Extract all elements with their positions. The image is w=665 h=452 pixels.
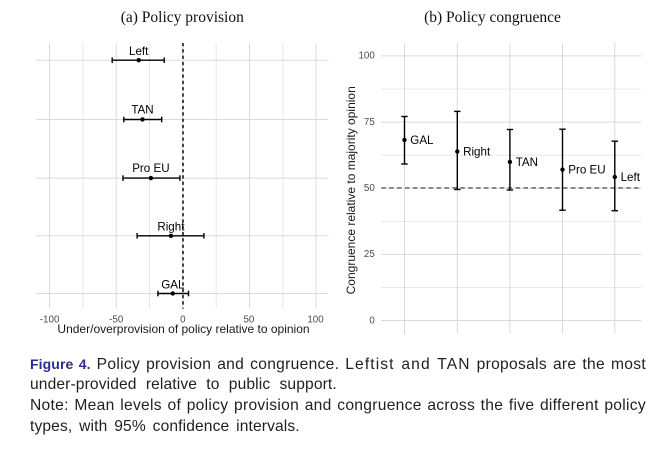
svg-text:50: 50: [243, 314, 254, 325]
svg-text:(a) Policy provision: (a) Policy provision: [121, 9, 244, 26]
svg-text:75: 75: [364, 117, 375, 128]
svg-text:Left: Left: [129, 45, 149, 58]
svg-text:-50: -50: [109, 314, 124, 325]
svg-text:TAN: TAN: [131, 103, 153, 116]
svg-text:100: 100: [307, 314, 324, 325]
svg-text:GAL: GAL: [161, 278, 185, 291]
svg-text:Pro EU: Pro EU: [568, 164, 605, 177]
svg-text:Right: Right: [157, 221, 185, 234]
svg-text:Under/overprovision of policy: Under/overprovision of policy relative t…: [57, 322, 309, 336]
svg-text:Pro EU: Pro EU: [132, 162, 169, 175]
svg-text:50: 50: [364, 183, 375, 194]
svg-text:0: 0: [369, 315, 375, 326]
svg-text:0: 0: [180, 314, 186, 325]
svg-text:Left: Left: [621, 171, 641, 184]
svg-text:-100: -100: [40, 314, 60, 325]
svg-text:GAL: GAL: [410, 134, 434, 147]
svg-text:100: 100: [358, 51, 375, 62]
svg-text:Congruence relative to majorit: Congruence relative to majority opinion: [344, 86, 358, 294]
svg-text:Right: Right: [463, 146, 491, 159]
svg-text:25: 25: [364, 249, 375, 260]
svg-text:TAN: TAN: [516, 156, 538, 169]
svg-text:(b) Policy congruence: (b) Policy congruence: [424, 9, 561, 26]
